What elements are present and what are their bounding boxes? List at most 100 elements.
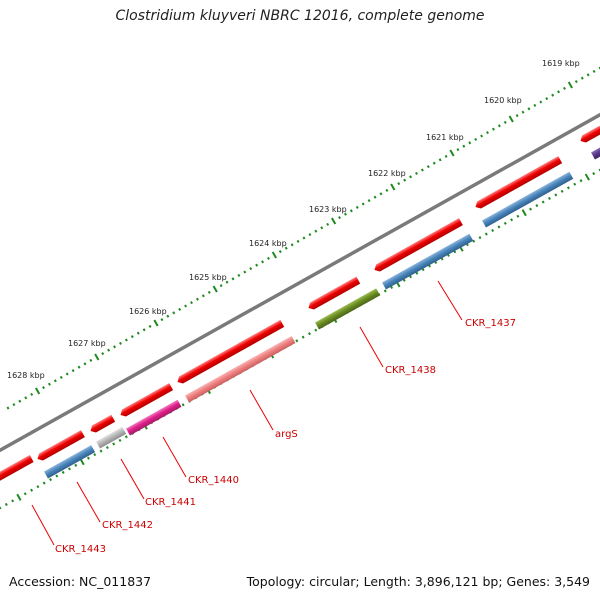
scale-minor-tick	[367, 199, 371, 203]
scale-minor-tick	[574, 80, 578, 84]
scale-major-tick	[94, 353, 100, 361]
scale-minor-tick	[403, 178, 407, 182]
inner-minor-tick	[30, 488, 34, 492]
scale-minor-tick	[533, 103, 537, 107]
scale-major-tick	[390, 183, 396, 191]
inner-minor-tick	[181, 403, 185, 407]
inner-minor-tick	[472, 239, 476, 243]
scale-minor-tick	[119, 341, 122, 345]
scale-minor-tick	[551, 93, 555, 97]
scale-major-tick	[153, 319, 159, 327]
gene-label-ckr-1442[interactable]: CKR_1442	[102, 520, 153, 531]
genome-backbone	[0, 112, 600, 453]
gene-label-ckr-1438[interactable]: CKR_1438	[385, 365, 436, 376]
inner-minor-tick	[118, 438, 122, 442]
scale-minor-tick	[503, 120, 507, 124]
kbp-label-1623: 1623 kbp	[309, 205, 347, 214]
gene-label-ckr-1443[interactable]: CKR_1443	[55, 544, 106, 555]
gene-label-ckr-1441[interactable]: CKR_1441	[145, 497, 196, 508]
scale-minor-tick	[219, 284, 223, 288]
cds-feature[interactable]	[185, 335, 296, 403]
inner-minor-tick	[421, 268, 425, 272]
inner-minor-tick	[484, 232, 488, 236]
scale-minor-tick	[515, 114, 519, 118]
gene-label-ckr-1437[interactable]: CKR_1437	[465, 318, 516, 329]
scale-minor-tick	[101, 352, 105, 356]
inner-minor-tick	[535, 204, 539, 208]
gene-feature[interactable]	[176, 319, 285, 386]
cds-feature[interactable]	[96, 426, 127, 449]
gene-feature[interactable]	[36, 430, 85, 462]
scale-minor-tick	[136, 331, 140, 335]
scale-minor-tick	[468, 141, 472, 145]
inner-minor-tick	[4, 502, 8, 506]
leader-ckr-1438	[359, 326, 384, 368]
scale-minor-tick	[47, 382, 51, 386]
gene-feature[interactable]	[119, 383, 174, 418]
scale-minor-tick	[397, 182, 401, 186]
inner-minor-tick	[36, 485, 40, 489]
scale-minor-tick	[302, 236, 306, 240]
scale-minor-tick	[267, 256, 270, 260]
scale-minor-tick	[296, 239, 300, 243]
scale-minor-tick	[18, 399, 22, 403]
scale-minor-tick	[184, 304, 188, 308]
cds-feature[interactable]	[591, 142, 600, 160]
kbp-label-1627: 1627 kbp	[68, 339, 106, 348]
scale-minor-tick	[53, 379, 57, 383]
inner-minor-tick	[23, 492, 27, 496]
cds-feature[interactable]	[382, 233, 474, 290]
gene-feature[interactable]	[0, 455, 34, 484]
gene-feature[interactable]	[307, 276, 361, 312]
cds-feature[interactable]	[44, 445, 96, 479]
scale-minor-tick	[426, 165, 430, 169]
scale-minor-tick	[231, 277, 235, 281]
scale-minor-tick	[557, 90, 561, 94]
scale-minor-tick	[539, 100, 543, 104]
inner-minor-tick	[11, 499, 15, 503]
gene-feature[interactable]	[373, 218, 463, 273]
scale-minor-tick	[124, 338, 128, 342]
inner-minor-tick	[491, 228, 495, 233]
inner-minor-tick	[566, 186, 570, 190]
gene-label-args[interactable]: argS	[275, 429, 298, 440]
cds-feature[interactable]	[482, 171, 574, 228]
kbp-label-1628: 1628 kbp	[7, 371, 45, 380]
scale-track	[6, 66, 600, 410]
scale-minor-tick	[527, 107, 531, 111]
scale-minor-tick	[373, 195, 377, 199]
gene-feature[interactable]	[579, 125, 600, 145]
scale-major-tick	[449, 149, 455, 157]
leader-ckr-1440	[162, 436, 187, 478]
inner-minor-tick	[516, 214, 520, 218]
kbp-label-1619: 1619 kbp	[542, 59, 580, 68]
scale-minor-tick	[160, 318, 164, 322]
scale-minor-tick	[545, 97, 549, 101]
cds-feature[interactable]	[315, 288, 381, 330]
gene-label-ckr-1440[interactable]: CKR_1440	[188, 475, 239, 486]
gene-feature[interactable]	[474, 156, 563, 210]
scale-minor-tick	[24, 396, 28, 400]
inner-major-tick	[16, 493, 22, 501]
accession-text: Accession: NC_011837	[9, 574, 152, 589]
scale-minor-tick	[438, 158, 442, 162]
gene-feature[interactable]	[89, 414, 116, 435]
inner-minor-tick	[383, 289, 387, 293]
cds-features	[44, 142, 600, 479]
leader-args	[249, 389, 274, 431]
scale-minor-tick	[130, 335, 134, 339]
cds-feature[interactable]	[126, 399, 182, 436]
inner-major-tick	[584, 173, 590, 181]
scale-minor-tick	[326, 222, 330, 226]
scale-minor-tick	[30, 392, 34, 396]
scale-minor-tick	[409, 175, 413, 179]
scale-minor-tick	[462, 144, 466, 148]
scale-major-tick	[35, 387, 41, 395]
scale-minor-tick	[491, 127, 495, 131]
scale-minor-tick	[71, 369, 75, 373]
scale-minor-tick	[255, 263, 259, 267]
scale-minor-tick	[243, 270, 247, 274]
scale-minor-tick	[172, 311, 176, 315]
inner-minor-tick	[301, 335, 305, 339]
